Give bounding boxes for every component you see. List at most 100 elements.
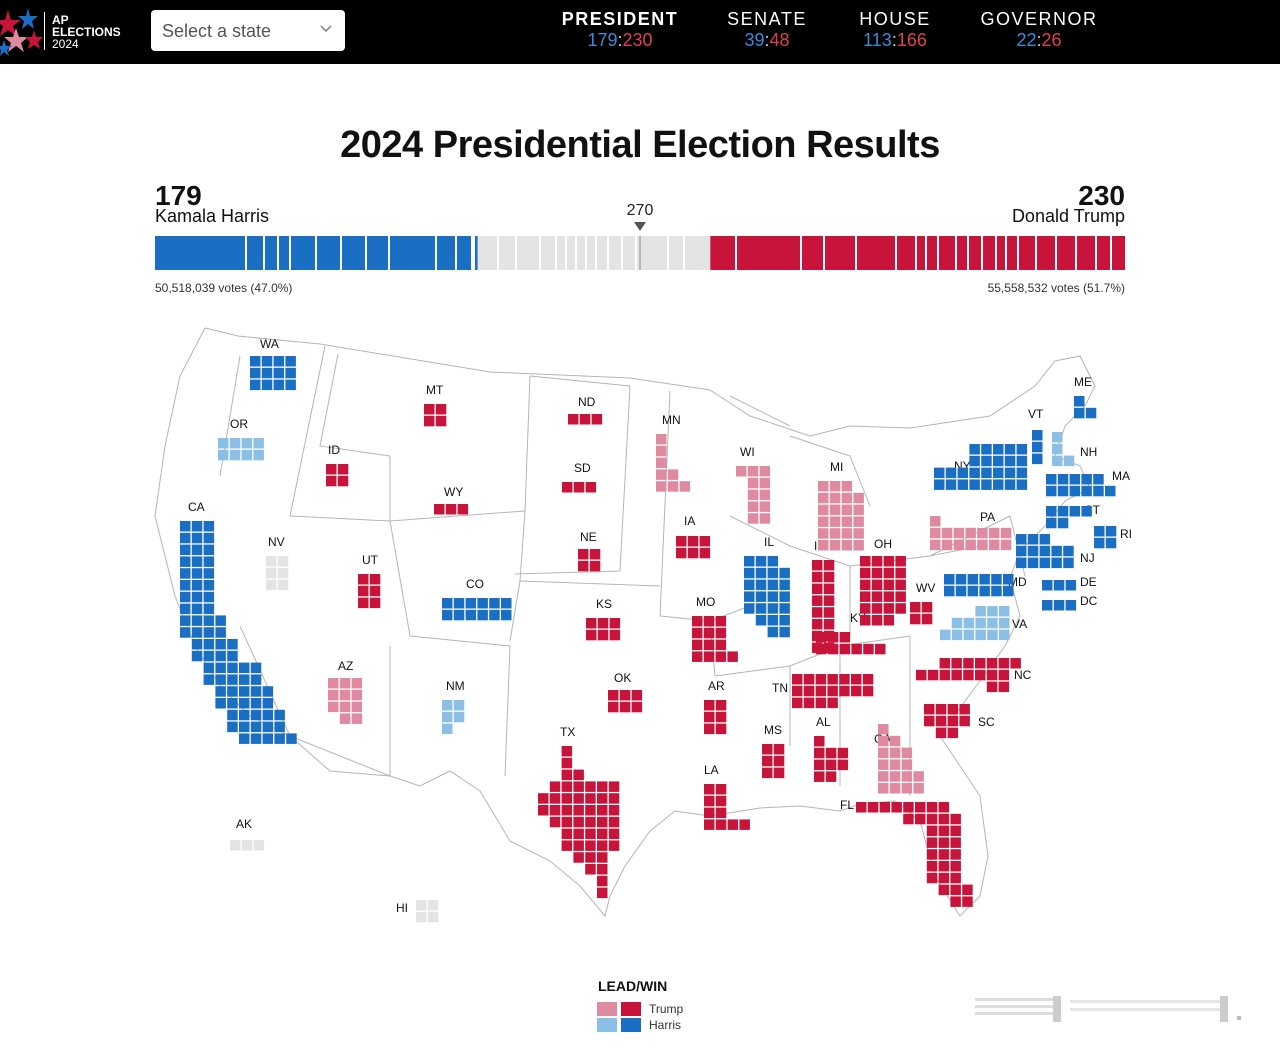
state-tiles-nm[interactable] [442, 700, 465, 735]
state-tiles-nj[interactable] [1016, 534, 1074, 569]
tab-senate[interactable]: SENATE 39:48 [717, 9, 817, 51]
state-tiles-id[interactable] [326, 464, 349, 487]
ap-elections-logo[interactable]: AP ELECTIONS 2024 [52, 14, 121, 50]
president-tally: 179:230 [587, 30, 653, 50]
electoral-vote-tile [285, 367, 296, 379]
electoral-vote-tile [273, 367, 285, 379]
bar-segment-divider [289, 236, 291, 270]
state-tiles-ar[interactable] [704, 700, 727, 735]
state-tiles-ak[interactable] [230, 840, 265, 851]
state-tiles-or[interactable] [218, 438, 264, 461]
electoral-vote-tile [926, 861, 938, 872]
electoral-vote-tile [991, 585, 1002, 597]
state-tiles-oh[interactable] [860, 556, 906, 626]
state-tiles-wi[interactable] [736, 466, 771, 524]
state-tiles-al[interactable] [814, 736, 849, 782]
electoral-vote-tile [953, 527, 965, 539]
tab-house[interactable]: HOUSE 113:166 [845, 9, 945, 51]
electoral-vote-tile [1016, 455, 1028, 467]
electoral-vote-tile [239, 698, 250, 709]
state-tiles-nd[interactable] [568, 414, 603, 425]
state-tiles-mn[interactable] [656, 434, 691, 492]
state-tiles-ms[interactable] [762, 744, 785, 779]
electoral-vote-tile [608, 781, 620, 792]
state-tiles-ca[interactable] [180, 521, 297, 744]
state-tiles-pa[interactable] [930, 516, 1012, 551]
electoral-vote-tile [924, 715, 935, 727]
state-select-dropdown[interactable]: Select a state [151, 10, 345, 51]
electoral-vote-tile [1042, 600, 1053, 611]
electoral-vote-tile [991, 574, 1002, 585]
tab-governor[interactable]: GOVERNOR 22:26 [979, 9, 1099, 51]
electoral-vote-tile [191, 627, 203, 638]
electoral-vote-tile [703, 639, 715, 651]
tab-president[interactable]: PRESIDENT 179:230 [555, 9, 685, 51]
electoral-vote-tile [1052, 455, 1063, 467]
state-tiles-tn[interactable] [792, 674, 874, 709]
state-tiles-fl[interactable] [856, 802, 973, 907]
electoral-vote-tile [285, 379, 296, 391]
harris-name: Kamala Harris [155, 206, 270, 226]
state-tiles-wa[interactable] [250, 356, 296, 391]
electoral-vote-tile [878, 759, 889, 770]
state-tiles-de[interactable] [1042, 580, 1077, 591]
electoral-vote-tile [762, 755, 773, 767]
state-tiles-nc[interactable] [916, 658, 1021, 693]
state-tiles-dc[interactable] [1042, 600, 1077, 611]
state-tiles-il[interactable] [744, 556, 790, 638]
state-tiles-mo[interactable] [692, 616, 738, 662]
electoral-vote-tile [940, 629, 951, 641]
electoral-vote-tile [715, 627, 727, 639]
state-tiles-az[interactable] [328, 678, 363, 724]
state-tiles-ri[interactable] [1094, 526, 1117, 549]
state-tiles-wv[interactable] [910, 602, 933, 625]
state-label-tn: TN [772, 681, 788, 695]
state-tiles-nh[interactable] [1052, 432, 1075, 467]
state-label-me: ME [1074, 375, 1092, 389]
bar-segment-divider [555, 236, 557, 270]
electoral-vote-tile [453, 700, 465, 711]
electoral-vote-tile [759, 513, 771, 524]
state-tiles-ga[interactable] [878, 724, 924, 794]
state-tiles-co[interactable] [442, 598, 512, 621]
electoral-vote-tile [998, 669, 1010, 681]
electoral-vote-tile [704, 807, 715, 819]
bar-segment-divider [955, 236, 957, 270]
state-tiles-ia[interactable] [676, 536, 711, 559]
electoral-vote-tile [477, 598, 488, 609]
electoral-vote-tile [853, 516, 864, 527]
electoral-vote-tile [739, 819, 750, 830]
state-tiles-mi[interactable] [818, 481, 864, 551]
electoral-vote-tile [215, 662, 226, 674]
state-tiles-ct[interactable] [1046, 506, 1092, 529]
state-tiles-wy[interactable] [434, 504, 469, 515]
state-tiles-mt[interactable] [424, 404, 447, 427]
electoral-vote-tile [434, 504, 445, 515]
electoral-vote-tile [608, 690, 619, 701]
state-tiles-md[interactable] [944, 574, 1014, 597]
state-tiles-sc[interactable] [924, 704, 970, 739]
state-tiles-ne[interactable] [578, 549, 601, 572]
electoral-vote-tile [1053, 600, 1065, 611]
state-tiles-ky[interactable] [816, 632, 886, 655]
state-tiles-va[interactable] [940, 606, 1010, 641]
bar-segment-divider [585, 236, 587, 270]
state-tiles-ks[interactable] [586, 618, 621, 641]
electoral-vote-tile [853, 504, 864, 516]
electoral-vote-tile [803, 685, 815, 697]
state-tiles-ut[interactable] [358, 574, 381, 609]
state-tiles-sd[interactable] [562, 482, 597, 493]
state-tiles-me[interactable] [1074, 396, 1097, 419]
electoral-vote-tile [1039, 557, 1051, 569]
electoral-vote-tile [878, 724, 889, 735]
state-tiles-la[interactable] [704, 784, 750, 830]
state-tiles-ma[interactable] [1046, 474, 1116, 497]
state-tiles-ok[interactable] [608, 690, 643, 713]
state-tiles-ny[interactable] [934, 444, 1028, 490]
electoral-vote-tile [986, 658, 998, 669]
state-tiles-hi[interactable] [416, 900, 439, 923]
state-tiles-vt[interactable] [1032, 430, 1043, 465]
state-tiles-nv[interactable] [266, 556, 289, 591]
ap-stars-logo-icon[interactable] [0, 6, 48, 56]
state-tiles-tx[interactable] [538, 746, 620, 899]
